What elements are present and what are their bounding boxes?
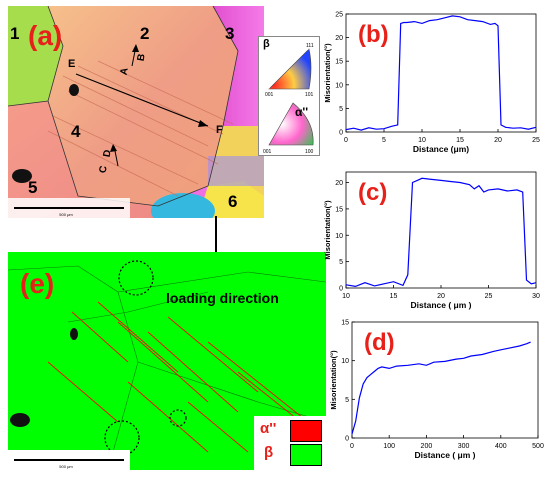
x-tick-label: 100 [383,443,395,450]
dashed-circle [118,260,154,296]
x-tick-label: 20 [494,137,502,144]
ipf-alpha-tick-100: 100 [305,149,314,155]
x-tick-label: 10 [342,293,350,300]
y-tick-label: 0 [339,130,343,137]
ipf-beta-label: β [263,38,270,50]
plot-frame [345,13,537,133]
panel-label-b: (b) [358,21,389,48]
y-tick-label: 15 [335,59,343,66]
line-e-f [75,73,209,127]
ipf-beta-tick-111: 111 [306,43,314,49]
y-tick-label: 5 [339,259,343,266]
series-line [345,15,537,131]
grain-2 [48,6,238,206]
legend-alpha-swatch [290,420,322,442]
ipf-beta-tick-101: 101 [305,92,314,98]
series-line [345,177,537,288]
inclusion [70,328,78,340]
y-axis-label: Misorientation(°) [323,200,332,260]
chart-d: 0 100 200 300 400 500 0 5 10 15 Distance ( μm ) Mis… [329,320,544,461]
ipf-beta-tick-001: 001 [265,92,274,98]
x-axis-label: Distance ( μm ) [415,450,476,460]
grain-1 [8,6,63,106]
y-axis-label: Misorientation(°) [329,350,338,410]
ipf-triangles: 001 101 111 001 100 [263,43,314,155]
legend-beta-swatch [290,444,322,466]
grain-number-3: 3 [225,24,235,43]
panel-label-c: (c) [358,179,387,206]
y-tick-label: 0 [345,436,349,443]
grain-number-2: 2 [140,24,150,43]
x-tick-label: 400 [495,443,507,450]
legend-alpha-label: α'' [260,420,277,437]
chart-b: 0 5 10 15 20 25 0 5 10 15 20 25 Distance (μm) Misorie… [323,12,540,155]
loading-direction-label: loading direction [166,290,279,306]
x-tick-label: 20 [437,293,445,300]
panel-a-ipf-map: 500 μm (a) 1 2 3 4 5 6 E F A B C D [7,5,264,229]
x-axis-label: Distance ( μm ) [411,300,472,310]
ipf-alpha-tick-001: 001 [263,149,272,155]
x-axis-label: Distance (μm) [413,144,469,154]
x-tick-label: 30 [532,293,540,300]
x-tick-label: 0 [344,137,348,144]
y-tick-label: 15 [341,320,349,327]
series-line [351,341,531,435]
y-tick-label: 5 [339,106,343,113]
y-tick-label: 20 [335,35,343,42]
dashed-circle [104,420,140,456]
plot-frame [351,321,539,439]
y-tick-label: 0 [339,286,343,293]
y-tick-label: 5 [345,397,349,404]
line-label-f: F [216,124,223,136]
grain-number-4: 4 [71,122,81,141]
grain-4-5 [8,101,168,218]
grain-number-6: 6 [228,192,238,211]
plot-frame [345,171,537,289]
x-tick-label: 25 [485,293,493,300]
y-tick-label: 20 [335,180,343,187]
x-tick-label: 300 [458,443,470,450]
grain-number-5: 5 [28,178,38,197]
panel-e-phase-map: 500 μm (e) loading direction α'' β [7,252,327,471]
panel-e-label: (e) [20,268,55,299]
x-tick-label: 5 [382,137,386,144]
scale-bar-label: 500 μm [59,464,73,469]
panel-a-label: (a) [28,20,63,51]
scale-bar-label: 500 μm [59,212,73,217]
y-tick-label: 25 [335,12,343,19]
grain-number-1: 1 [10,24,20,43]
y-tick-label: 10 [341,358,349,365]
phase-map-image: 500 μm [7,260,327,471]
x-tick-label: 0 [350,443,354,450]
x-tick-label: 15 [390,293,398,300]
inclusion [69,84,79,96]
dashed-circle [169,409,187,427]
x-tick-label: 15 [456,137,464,144]
x-tick-label: 10 [418,137,426,144]
panel-label-d: (d) [364,329,395,356]
y-tick-label: 10 [335,233,343,240]
inclusion [12,169,32,183]
phase-legend: α'' β [254,416,326,470]
inclusion [10,413,30,427]
x-tick-label: 500 [532,443,544,450]
y-tick-label: 15 [335,206,343,213]
y-tick-label: 10 [335,82,343,89]
ipf-legend-panel: β 001 101 111 001 100 α'' [258,36,320,156]
grain-3 [213,6,264,126]
ipf-alpha-label: α'' [295,105,309,119]
y-axis-label: Misorientation(°) [323,43,332,103]
legend-beta-label: β [264,444,274,461]
x-tick-label: 25 [532,137,540,144]
x-tick-label: 200 [421,443,433,450]
line-label-e: E [68,58,76,70]
